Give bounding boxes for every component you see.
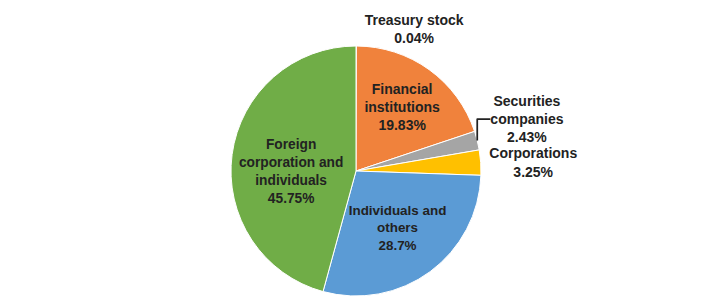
svg-text:Individuals andothers28.7%: Individuals andothers28.7% <box>349 203 447 253</box>
svg-text:Treasury stock0.04%: Treasury stock0.04% <box>365 12 464 46</box>
svg-text:Corporations3.25%: Corporations3.25% <box>489 145 577 179</box>
svg-text:Foreigncorporation andindividu: Foreigncorporation andindividuals45.75% <box>239 137 343 206</box>
svg-text:Securitiescompanies2.43%: Securitiescompanies2.43% <box>490 93 563 145</box>
svg-text:Financialinstitutions19.83%: Financialinstitutions19.83% <box>364 81 440 133</box>
